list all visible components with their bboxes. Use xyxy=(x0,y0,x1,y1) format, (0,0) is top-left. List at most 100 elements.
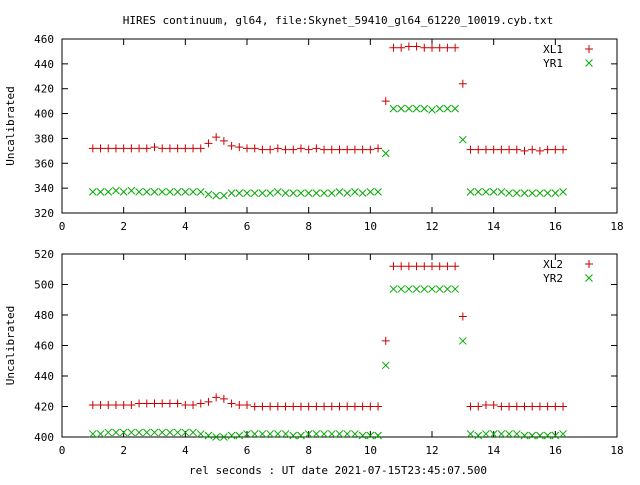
data-point-plus xyxy=(273,144,282,153)
data-point-cross xyxy=(88,430,97,438)
data-point-plus xyxy=(289,145,298,154)
data-point-plus xyxy=(327,402,336,411)
data-point-plus xyxy=(412,42,421,51)
data-point-cross xyxy=(119,188,128,196)
data-point-cross xyxy=(135,188,143,196)
y-axis-label: Uncalibrated xyxy=(4,306,17,385)
data-point-plus xyxy=(320,402,329,411)
data-point-plus xyxy=(585,260,593,268)
data-point-plus xyxy=(312,144,321,153)
y-tick-label: 440 xyxy=(34,58,54,71)
data-point-plus xyxy=(88,144,97,153)
data-point-plus xyxy=(505,402,514,411)
data-point-cross xyxy=(204,431,213,440)
data-point-cross xyxy=(173,188,182,196)
y-tick-label: 460 xyxy=(34,33,54,46)
data-point-cross xyxy=(181,188,190,196)
data-point-plus xyxy=(559,402,568,411)
data-point-cross xyxy=(150,428,159,437)
data-point-cross xyxy=(585,59,593,67)
data-point-plus xyxy=(350,402,359,411)
data-point-cross xyxy=(505,430,513,438)
data-point-cross xyxy=(227,189,236,197)
data-point-plus xyxy=(335,402,344,411)
data-point-cross xyxy=(543,431,552,440)
data-point-plus xyxy=(343,145,352,154)
data-point-cross xyxy=(227,431,236,440)
data-point-cross xyxy=(142,428,151,437)
data-point-cross xyxy=(104,428,113,437)
data-point-cross xyxy=(474,431,483,440)
legend-label: YR2 xyxy=(543,272,563,285)
data-point-cross xyxy=(266,430,274,438)
data-point-plus xyxy=(466,145,475,154)
data-point-cross xyxy=(435,104,444,113)
data-point-cross xyxy=(358,189,367,197)
data-point-plus xyxy=(250,402,259,411)
y-tick-label: 340 xyxy=(34,182,54,195)
data-point-cross xyxy=(443,104,452,113)
bottom-panel: 400 420 440 460 480 500 520 0 2 4 6 8 10 12 14 16 18 Unca… xyxy=(4,248,624,457)
data-point-plus xyxy=(142,399,151,408)
data-point-plus xyxy=(335,145,344,154)
data-point-plus xyxy=(420,262,429,271)
data-point-cross xyxy=(250,189,259,197)
data-point-cross xyxy=(412,285,421,293)
y-tick-label: 480 xyxy=(34,309,54,322)
data-point-plus xyxy=(428,43,436,52)
chart-title: HIRES continuum, gl64, file:Skynet_59410… xyxy=(123,14,553,27)
data-point-cross xyxy=(243,430,251,438)
data-point-cross xyxy=(297,189,305,197)
data-point-cross xyxy=(466,188,475,196)
data-point-plus xyxy=(204,139,213,148)
data-point-plus xyxy=(104,144,113,153)
data-point-cross xyxy=(366,431,375,440)
data-point-cross xyxy=(351,430,359,438)
data-point-plus xyxy=(474,402,483,411)
y-tick-label: 420 xyxy=(34,401,54,414)
data-point-cross xyxy=(520,431,529,440)
data-point-plus xyxy=(111,400,120,409)
data-point-cross xyxy=(381,361,390,370)
data-point-plus xyxy=(304,145,313,154)
data-point-cross xyxy=(482,430,490,438)
data-point-plus xyxy=(119,144,128,153)
data-point-cross xyxy=(212,433,221,441)
data-point-plus xyxy=(173,399,182,408)
data-point-plus xyxy=(374,402,383,411)
data-point-plus xyxy=(366,145,375,154)
data-point-cross xyxy=(327,189,336,197)
data-point-plus xyxy=(350,145,359,154)
x-tick-label: 8 xyxy=(305,444,312,457)
data-point-plus xyxy=(343,402,352,411)
data-point-cross xyxy=(528,189,537,197)
data-point-cross xyxy=(551,189,560,197)
data-point-cross xyxy=(166,188,174,196)
data-point-cross xyxy=(466,430,475,438)
data-point-plus xyxy=(551,402,560,411)
data-point-plus xyxy=(196,144,205,153)
data-point-plus xyxy=(235,143,244,152)
data-point-cross xyxy=(135,428,143,437)
data-point-plus xyxy=(165,144,174,153)
data-point-plus xyxy=(428,262,436,271)
data-point-plus xyxy=(204,397,213,406)
data-point-plus xyxy=(443,262,452,271)
series-yr2 xyxy=(88,285,567,441)
data-point-plus xyxy=(135,144,144,153)
data-point-cross xyxy=(166,428,174,437)
data-point-cross xyxy=(88,188,97,196)
data-point-plus xyxy=(535,402,544,411)
data-point-cross xyxy=(258,189,267,197)
data-point-plus xyxy=(481,145,490,154)
top-panel: 320 340 360 380 400 420 440 460 0 2 4 6 8 10 12 14 16 18 U… xyxy=(4,33,624,233)
x-tick-label: 2 xyxy=(120,220,127,233)
data-point-cross xyxy=(451,104,459,113)
data-point-cross xyxy=(420,285,429,293)
data-point-cross xyxy=(435,285,444,293)
data-point-plus xyxy=(227,141,236,150)
y-tick-label: 500 xyxy=(34,279,54,292)
data-point-cross xyxy=(397,104,406,113)
data-point-cross xyxy=(96,188,105,196)
data-point-cross xyxy=(189,188,197,196)
